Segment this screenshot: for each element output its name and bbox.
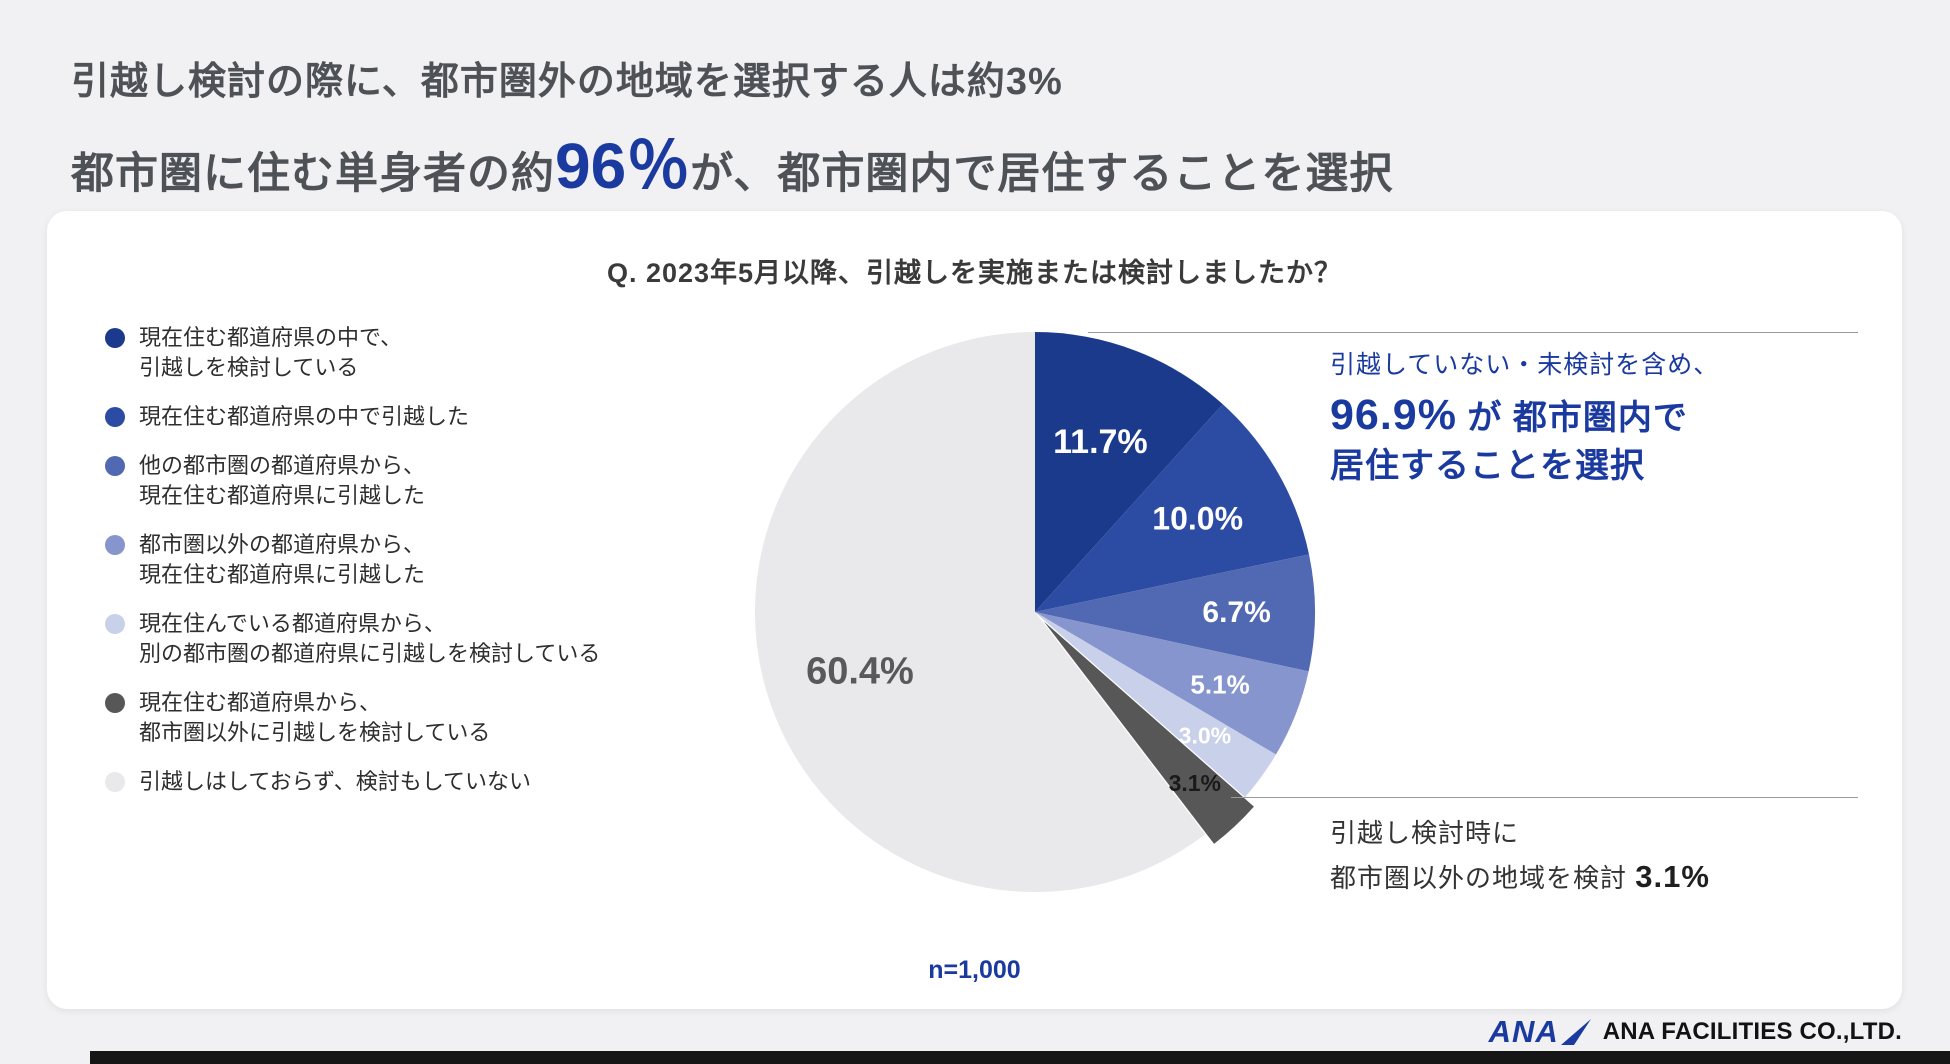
- title-line-2: 都市圏に住む単身者の約96％が、都市圏内で居住することを選択: [71, 115, 1393, 207]
- pie-label-3: 5.1%: [1190, 670, 1249, 700]
- ana-logo: ANA: [1489, 1014, 1591, 1050]
- title-line2-prefix: 都市圏に住む単身者の約: [71, 150, 555, 198]
- annotation-top-divider: [1088, 332, 1858, 333]
- legend-item-0: 現在住む都道府県の中で、 引越しを検討している: [105, 323, 600, 383]
- legend-item-3: 都市圏以外の都道府県から、 現在住む都道府県に引越した: [105, 530, 600, 590]
- legend-swatch: [105, 535, 125, 555]
- legend-swatch: [105, 614, 125, 634]
- annotation-top-rest: が 都市圏内で 居住することを選択: [1330, 399, 1688, 485]
- pie-slice-4: [1035, 612, 1277, 798]
- company-name: ANA FACILITIES CO.,LTD.: [1602, 1018, 1902, 1045]
- sample-size: n=1,000: [928, 956, 1021, 984]
- legend-item-1: 現在住む都道府県の中で引越した: [105, 402, 600, 432]
- pie-label-0: 11.7%: [1053, 423, 1148, 461]
- annotation-top-highlight: 96.9%: [1330, 391, 1457, 439]
- legend-label: 都市圏以外の都道府県から、 現在住む都道府県に引越した: [139, 532, 426, 587]
- pie-slice-6: [755, 332, 1206, 892]
- legend-swatch: [105, 328, 125, 348]
- annotation-bottom-prefix: 都市圏以外の地域を検討: [1330, 863, 1636, 893]
- annotation-bottom-divider: [1231, 797, 1858, 798]
- title-line-1: 引越し検討の際に、都市圏外の地域を選択する人は約3%: [71, 61, 1063, 103]
- chart-legend: 現在住む都道府県の中で、 引越しを検討している現在住む都道府県の中で引越した他の…: [105, 323, 600, 797]
- ana-logo-text: ANA: [1488, 1014, 1559, 1049]
- pie-slice-3: [1035, 612, 1309, 755]
- pie-slice-1: [1035, 404, 1310, 612]
- legend-swatch: [105, 772, 125, 792]
- survey-question: Q. 2023年5月以降、引越しを実施または検討しましたか？: [606, 258, 1343, 288]
- annotation-bottom-value: 3.1%: [1635, 859, 1710, 894]
- annotation-top: 引越していない・未検討を含め、 96.9% が 都市圏内で 居住することを選択: [1330, 345, 1719, 490]
- legend-swatch: [105, 456, 125, 476]
- legend-label: 他の都市圏の都道府県から、 現在住む都道府県に引越した: [139, 453, 426, 508]
- chart-card: Q. 2023年5月以降、引越しを実施または検討しましたか？ 現在住む都道府県の…: [47, 211, 1902, 1009]
- pie-slice-5: [1043, 621, 1254, 844]
- annotation-top-line2: 96.9% が 都市圏内で 居住することを選択: [1330, 391, 1719, 490]
- title-block: 引越し検討の際に、都市圏外の地域を選択する人は約3% 都市圏に住む単身者の約96…: [71, 50, 1393, 207]
- legend-label: 引越しはしておらず、検討もしていない: [139, 769, 532, 794]
- legend-swatch: [105, 407, 125, 427]
- annotation-top-line1: 引越していない・未検討を含め、: [1330, 351, 1720, 379]
- legend-label: 現在住む都道府県から、 都市圏以外に引越しを検討している: [139, 690, 491, 745]
- pie-chart: 11.7% 10.0% 6.7% 5.1% 3.0% 3.1% 60.4%: [755, 332, 1315, 892]
- bottom-edge-bar: [90, 1051, 1950, 1064]
- legend-item-5: 現在住む都道府県から、 都市圏以外に引越しを検討している: [105, 688, 600, 748]
- title-96-highlight: 96％: [555, 130, 691, 202]
- legend-item-4: 現在住んでいる都道府県から、 別の都市圏の都道府県に引越しを検討している: [105, 609, 600, 669]
- pie-label-5: 3.1%: [1169, 770, 1221, 796]
- legend-label: 現在住む都道府県の中で、 引越しを検討している: [139, 325, 403, 380]
- annotation-bottom-line2: 都市圏以外の地域を検討 3.1%: [1330, 858, 1710, 895]
- ana-swoosh-icon: [1560, 1019, 1591, 1045]
- annotation-bottom-line1: 引越し検討時に: [1330, 818, 1520, 848]
- pie-label-1: 10.0%: [1152, 501, 1243, 537]
- pie-label-2: 6.7%: [1202, 596, 1270, 629]
- legend-item-6: 引越しはしておらず、検討もしていない: [105, 767, 600, 797]
- annotation-bottom: 引越し検討時に 都市圏以外の地域を検討 3.1%: [1330, 813, 1710, 895]
- footer: ANA ANA FACILITIES CO.,LTD.: [1489, 1014, 1902, 1050]
- pie-slice-2: [1035, 554, 1315, 672]
- pie-label-4: 3.0%: [1179, 722, 1231, 748]
- title-line2-suffix: が、都市圏内で居住することを選択: [690, 150, 1394, 198]
- legend-label: 現在住む都道府県の中で引越した: [139, 404, 470, 429]
- legend-label: 現在住んでいる都道府県から、 別の都市圏の都道府県に引越しを検討している: [139, 611, 601, 666]
- legend-item-2: 他の都市圏の都道府県から、 現在住む都道府県に引越した: [105, 451, 600, 511]
- pie-label-6: 60.4%: [806, 650, 914, 692]
- pie-slice-0: [1035, 332, 1223, 612]
- legend-swatch: [105, 693, 125, 713]
